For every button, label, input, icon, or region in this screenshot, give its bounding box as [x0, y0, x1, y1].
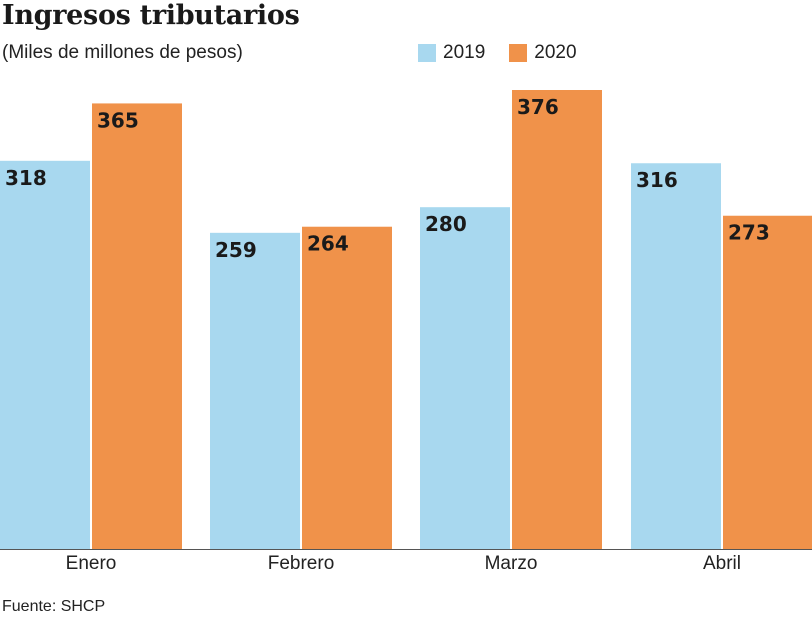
legend-label-2019: 2019	[443, 42, 486, 63]
bar-marzo-2020	[512, 90, 602, 549]
data-label-febrero-2019: 259	[215, 238, 257, 262]
data-label-enero-2020: 365	[97, 108, 139, 132]
source-note: Fuente: SHCP	[2, 598, 106, 615]
chart-title: Ingresos tributarios	[2, 0, 300, 31]
category-label-marzo: Marzo	[485, 553, 538, 574]
category-label-abril: Abril	[703, 553, 741, 574]
bar-abril-2020	[723, 215, 812, 550]
category-label-enero: Enero	[66, 553, 117, 574]
legend-item-2019: 2019	[418, 42, 485, 64]
legend-swatch-2020	[509, 44, 528, 62]
data-label-febrero-2020: 264	[307, 232, 349, 256]
bar-febrero-2019	[210, 232, 300, 549]
chart-subtitle: (Miles de millones de pesos)	[2, 42, 243, 63]
data-label-abril-2019: 316	[636, 168, 678, 192]
legend: 2019 2020	[418, 42, 601, 64]
category-label-febrero: Febrero	[268, 553, 335, 574]
data-label-marzo-2019: 280	[425, 212, 467, 236]
bar-enero-2019	[0, 160, 90, 549]
legend-item-2020: 2020	[509, 42, 577, 64]
bar-marzo-2019	[420, 207, 510, 550]
bar-febrero-2020	[302, 226, 392, 550]
data-label-abril-2020: 273	[728, 221, 770, 245]
bar-enero-2020	[92, 103, 182, 549]
legend-swatch-2019	[418, 44, 436, 62]
data-label-marzo-2020: 376	[517, 95, 559, 119]
legend-label-2020: 2020	[534, 42, 577, 63]
data-label-enero-2019: 318	[5, 166, 47, 190]
bar-abril-2019	[631, 163, 721, 549]
